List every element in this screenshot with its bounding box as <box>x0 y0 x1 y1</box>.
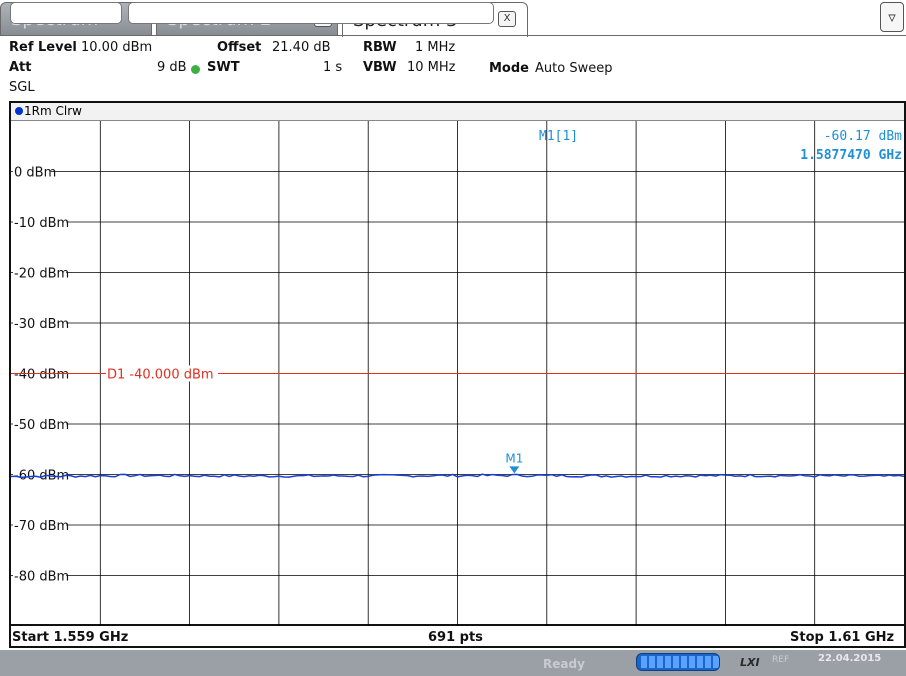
att-label: Att <box>9 60 32 75</box>
swt-status-icon <box>191 65 200 74</box>
offset-label: Offset <box>217 40 262 55</box>
date-display: 22.04.2015 <box>818 653 882 664</box>
status-field-2[interactable] <box>128 2 494 24</box>
vbw-label: VBW <box>363 60 397 75</box>
y-tick-label: -40 dBm <box>14 368 69 383</box>
progress-segment <box>657 656 663 668</box>
rbw-value: 1 MHz <box>415 40 456 55</box>
display-line-label-bg <box>106 365 218 382</box>
vbw-value: 10 MHz <box>407 60 456 75</box>
spectrum-plot[interactable]: 0 dBm -10 dBm -20 dBm -30 dBm -40 dBm -50 dBm… <box>11 121 904 626</box>
marker-readout-frequency: 1.5877470 GHz <box>800 148 902 163</box>
marker-readout-label: M1[1] <box>539 129 578 144</box>
y-tick-label: -60 dBm <box>14 469 69 484</box>
sweep-progress-bar <box>636 653 720 671</box>
offset-value: 21.40 dB <box>272 40 331 55</box>
sgl-label: SGL <box>9 80 35 95</box>
y-tick-bg <box>13 567 67 584</box>
start-frequency: Start 1.559 GHz <box>12 630 129 645</box>
swt-label: SWT <box>207 60 240 75</box>
progress-segment <box>673 656 679 668</box>
swt-value: 1 s <box>323 60 343 75</box>
progress-segment <box>649 656 655 668</box>
ref-icon: REF <box>772 655 790 665</box>
y-tick-bg <box>13 416 67 432</box>
stop-frequency: Stop 1.61 GHz <box>790 630 895 645</box>
y-tick-bg <box>13 214 67 230</box>
rbw-label: RBW <box>363 40 397 55</box>
y-tick-label: -30 dBm <box>14 317 69 332</box>
y-tick-label: -70 dBm <box>14 519 69 534</box>
y-tick-bg <box>13 517 67 533</box>
mode-label: Mode <box>489 61 529 76</box>
progress-segment <box>665 656 671 668</box>
close-tab-3-icon[interactable]: X <box>498 11 516 27</box>
y-tick-bg <box>13 315 67 331</box>
progress-segment <box>689 656 695 668</box>
y-tick-label: -20 dBm <box>14 267 69 282</box>
att-value: 9 dB <box>157 60 187 75</box>
progress-segment <box>705 656 711 668</box>
trace-1-indicator-icon <box>15 107 23 115</box>
spectrum-diagram[interactable]: 1Rm Clrw 0 dBm -10 dBm -20 dBm -30 dBm -40 d… <box>9 101 906 626</box>
progress-segment <box>641 656 647 668</box>
y-tick-label: -80 dBm <box>14 570 69 585</box>
y-tick-bg <box>13 466 67 483</box>
tab-divider <box>0 35 906 36</box>
status-field-1[interactable] <box>10 2 122 24</box>
y-tick-label: 0 dBm <box>14 166 56 181</box>
marker-m1-label: M1 <box>505 451 523 465</box>
display-line-label: D1 -40.000 dBm <box>107 368 214 383</box>
ready-status: Ready <box>543 657 585 671</box>
progress-segment <box>681 656 687 668</box>
sweep-points: 691 pts <box>428 630 483 645</box>
trace-1-line <box>11 473 904 479</box>
ref-level-label: Ref Level <box>9 40 77 55</box>
status-bar <box>0 650 906 676</box>
trace-header: 1Rm Clrw <box>11 103 904 121</box>
footer-frame <box>9 626 906 648</box>
y-tick-label: -10 dBm <box>14 216 69 231</box>
trace-1-label: 1Rm Clrw <box>24 104 82 118</box>
marker-readout-level: -60.17 dBm <box>824 129 902 144</box>
progress-segment <box>697 656 703 668</box>
y-tick-label: -50 dBm <box>14 418 69 433</box>
window-menu-icon: ▿ <box>888 8 896 26</box>
menu-button[interactable]: ▿ <box>880 2 904 32</box>
lxi-logo: LXI <box>740 656 760 669</box>
marker-m1-icon[interactable] <box>509 466 520 474</box>
settings-panel: Ref Level 10.00 dBm Offset 21.40 dB RBW … <box>9 37 906 97</box>
y-tick-bg <box>13 163 51 180</box>
y-tick-bg <box>13 264 67 281</box>
mode-value: Auto Sweep <box>535 61 613 76</box>
ref-level-value: 10.00 dBm <box>81 40 153 55</box>
progress-segment <box>713 656 719 668</box>
